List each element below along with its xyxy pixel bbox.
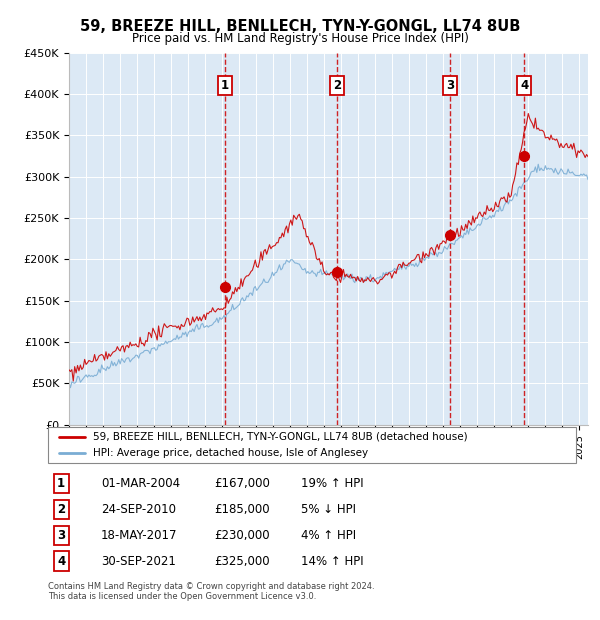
Text: Price paid vs. HM Land Registry's House Price Index (HPI): Price paid vs. HM Land Registry's House … [131, 32, 469, 45]
Text: 24-SEP-2010: 24-SEP-2010 [101, 503, 176, 516]
Text: 3: 3 [446, 79, 454, 92]
Text: 3: 3 [57, 529, 65, 542]
Text: HPI: Average price, detached house, Isle of Anglesey: HPI: Average price, detached house, Isle… [93, 448, 368, 458]
Text: £230,000: £230,000 [214, 529, 270, 542]
Text: 1: 1 [57, 477, 65, 490]
Text: Contains HM Land Registry data © Crown copyright and database right 2024.
This d: Contains HM Land Registry data © Crown c… [48, 582, 374, 601]
Text: 4: 4 [520, 79, 529, 92]
Text: 18-MAY-2017: 18-MAY-2017 [101, 529, 178, 542]
Text: 14% ↑ HPI: 14% ↑ HPI [301, 555, 364, 568]
Text: 30-SEP-2021: 30-SEP-2021 [101, 555, 176, 568]
Text: 59, BREEZE HILL, BENLLECH, TYN-Y-GONGL, LL74 8UB (detached house): 59, BREEZE HILL, BENLLECH, TYN-Y-GONGL, … [93, 432, 467, 442]
Text: 2: 2 [57, 503, 65, 516]
Text: 4: 4 [57, 555, 65, 568]
Text: 4% ↑ HPI: 4% ↑ HPI [301, 529, 356, 542]
Text: £185,000: £185,000 [214, 503, 270, 516]
Text: 2: 2 [333, 79, 341, 92]
Text: 1: 1 [221, 79, 229, 92]
Text: 5% ↓ HPI: 5% ↓ HPI [301, 503, 356, 516]
Text: £325,000: £325,000 [214, 555, 270, 568]
Text: 19% ↑ HPI: 19% ↑ HPI [301, 477, 364, 490]
Text: £167,000: £167,000 [214, 477, 270, 490]
Text: 01-MAR-2004: 01-MAR-2004 [101, 477, 180, 490]
Text: 59, BREEZE HILL, BENLLECH, TYN-Y-GONGL, LL74 8UB: 59, BREEZE HILL, BENLLECH, TYN-Y-GONGL, … [80, 19, 520, 33]
FancyBboxPatch shape [48, 427, 576, 463]
